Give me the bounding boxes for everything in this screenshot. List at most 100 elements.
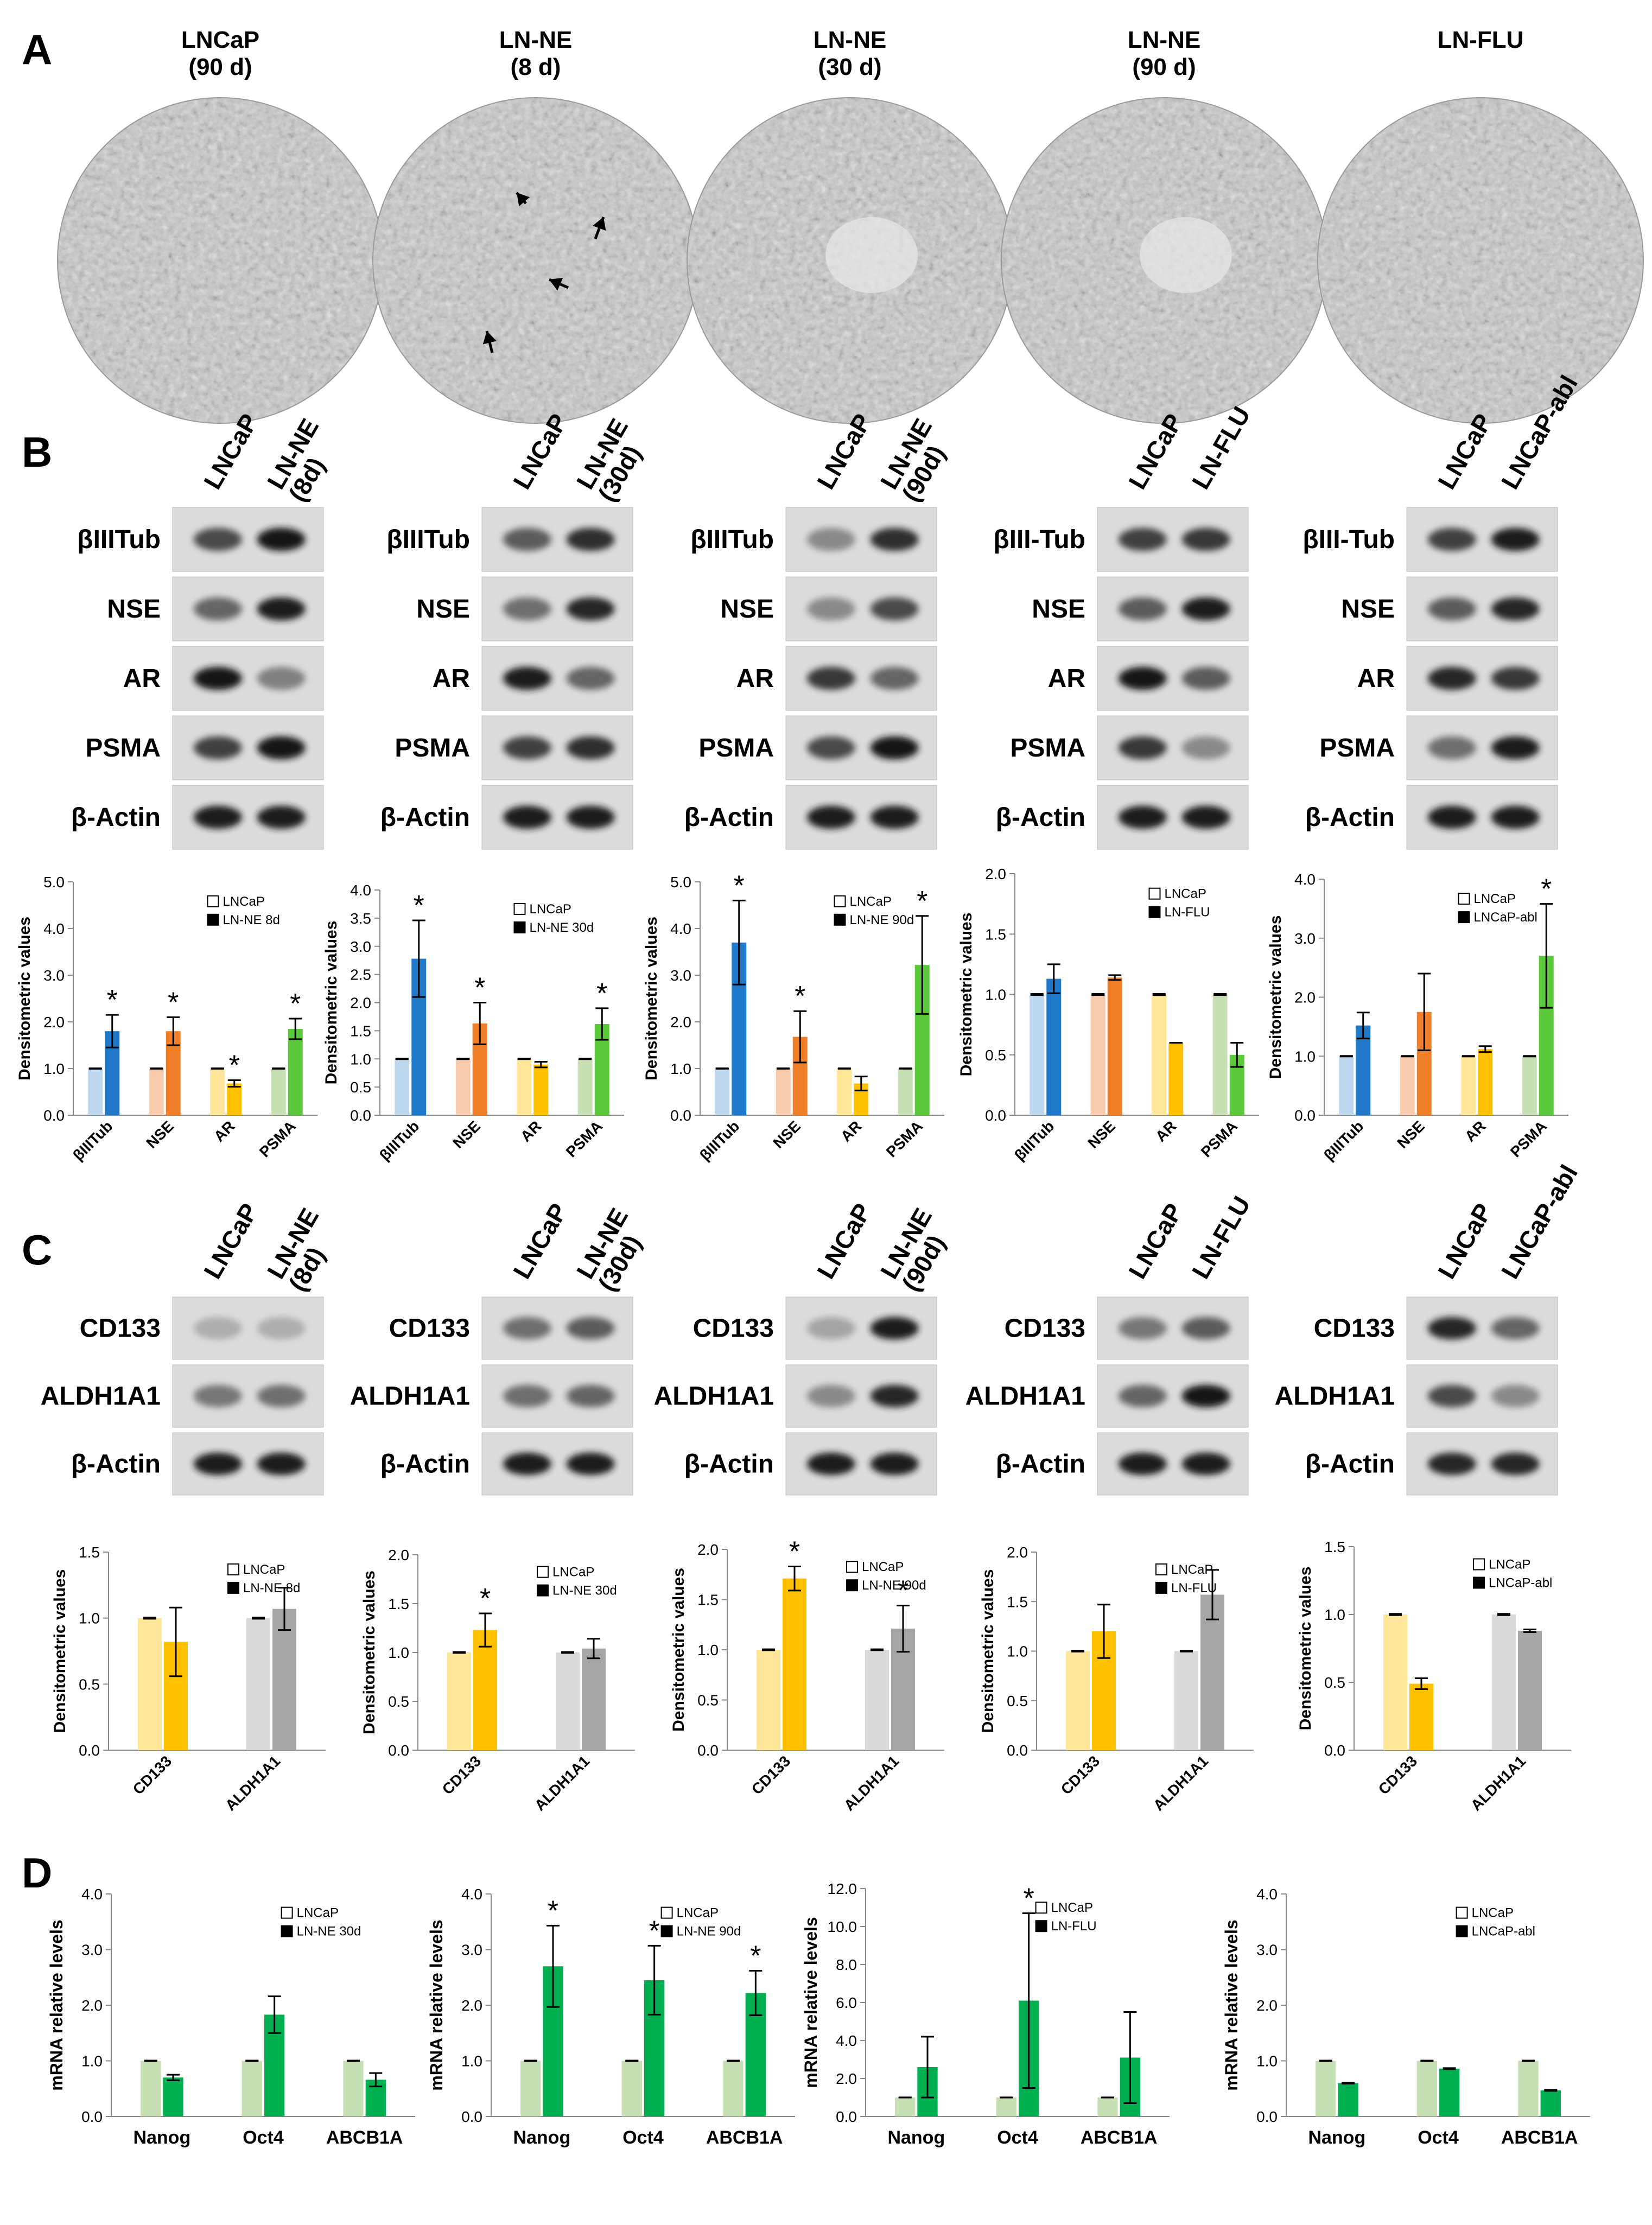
x-tick-label: PSMA: [1198, 1117, 1241, 1160]
legend-swatch: [1456, 1925, 1468, 1937]
significance-star: *: [734, 870, 745, 901]
significance-star: *: [480, 1583, 491, 1614]
significance-star: *: [750, 1940, 761, 1972]
x-tick-label: βIIITub: [1011, 1117, 1057, 1164]
bar: [473, 1630, 497, 1750]
y-tick-label: 2.0: [836, 2070, 857, 2087]
panel-letter-b: B: [22, 428, 52, 476]
chart-b4: 0.0 0.5 1.0 1.5 2.0 Densitometric values βIIIT…: [957, 866, 1259, 1164]
blot-band: [193, 527, 242, 551]
blot-band: [1118, 1384, 1167, 1408]
legend-swatch: [1458, 911, 1470, 924]
lane-label: LN-FLU: [1186, 1191, 1256, 1283]
y-tick-label: 3.5: [350, 910, 371, 927]
y-tick-label: 2.0: [388, 1547, 409, 1563]
bar: [1540, 2090, 1561, 2116]
legend-label: LN-NE 90d: [850, 913, 914, 927]
legend-label: LNCaP: [243, 1562, 285, 1577]
x-tick-label: βIIITub: [376, 1117, 422, 1164]
blot-band: [806, 1384, 855, 1408]
blot-band: [870, 666, 919, 690]
blot-band: [503, 736, 551, 760]
band-label: ALDH1A1: [654, 1382, 774, 1411]
y-tick-label: 2.5: [350, 967, 371, 983]
y-axis-title: mRNA relative levels: [427, 1919, 446, 2090]
bar: [210, 1069, 225, 1115]
blot-band: [566, 805, 615, 829]
y-tick-label: 0.0: [1324, 1742, 1345, 1759]
legend-label: LNCaP: [223, 894, 265, 909]
legend-swatch: [537, 1584, 549, 1597]
blot-band: [566, 597, 615, 621]
x-tick-label: Oct4: [997, 2127, 1038, 2148]
x-tick-label: Oct4: [1418, 2127, 1459, 2148]
blot-band: [257, 1452, 306, 1476]
chart-c3: 0.0 0.5 1.0 1.5 2.0 Densitometric values * CD13…: [670, 1536, 944, 1814]
blot-band: [257, 666, 306, 690]
micrograph-title: LN-FLU: [1438, 27, 1524, 53]
significance-star: *: [548, 1895, 558, 1927]
chart-b3: 0.0 1.0 2.0 3.0 4.0 5.0 Densitometric values * β…: [643, 870, 944, 1164]
blot-band: [257, 1384, 306, 1408]
arrow-head: [517, 193, 530, 207]
y-tick-label: 2.0: [1294, 989, 1316, 1006]
lane-label-line: LNCaP-abl: [1496, 1160, 1583, 1283]
bar: [1522, 1056, 1537, 1115]
x-tick-label: Oct4: [622, 2127, 664, 2148]
panel-letter-a: A: [22, 26, 52, 73]
y-tick-label: 2.0: [350, 995, 371, 1012]
micrograph-subtitle: (8 d): [511, 54, 561, 80]
y-tick-label: 1.0: [79, 1610, 100, 1627]
legend-swatch: [281, 1925, 293, 1937]
bar: [837, 1069, 852, 1115]
legend-label: LNCaP: [1165, 887, 1206, 901]
legend-swatch: [207, 895, 219, 907]
x-tick-label: ALDH1A1: [1467, 1752, 1529, 1814]
significance-star: *: [596, 978, 607, 1009]
significance-star: *: [789, 1536, 800, 1567]
blot-band: [1118, 1452, 1167, 1476]
band-label: β-Actin: [996, 1450, 1085, 1479]
blot-band: [193, 736, 242, 760]
significance-star: *: [917, 886, 927, 917]
bar: [1478, 1049, 1493, 1115]
y-axis-title: mRNA relative levels: [801, 1917, 821, 2088]
y-tick-label: 2.0: [461, 1997, 482, 2014]
blot-band: [503, 805, 551, 829]
legend-swatch: [227, 1563, 239, 1575]
legend-swatch: [1458, 893, 1470, 905]
blot-band: [1118, 597, 1167, 621]
blot-band: [193, 1452, 242, 1476]
blot-band: [806, 805, 855, 829]
y-tick-label: 3.0: [81, 1942, 103, 1959]
band-label: βIIITub: [77, 525, 161, 554]
blot-band: [1181, 527, 1230, 551]
band-label: NSE: [1032, 595, 1085, 624]
x-tick-label: NSE: [1394, 1117, 1428, 1152]
micrograph-subtitle: (90 d): [188, 54, 252, 80]
x-tick-label: ABCB1A: [1081, 2127, 1158, 2148]
blot-band: [1491, 1452, 1540, 1476]
y-tick-label: 4.0: [836, 2032, 857, 2049]
lane-label: LN-NE(8d): [262, 1203, 346, 1296]
legend-label: LNCaP-abl: [1474, 910, 1537, 925]
bar: [621, 2061, 642, 2116]
chart-c4: 0.0 0.5 1.0 1.5 2.0 Densitometric values CD133…: [979, 1544, 1254, 1814]
x-tick-label: ABCB1A: [706, 2127, 783, 2148]
legend-swatch: [1473, 1576, 1485, 1589]
band-label: NSE: [107, 595, 161, 624]
arrow-head: [482, 331, 497, 345]
band-label: PSMA: [85, 734, 161, 762]
y-axis-title: Densitometric values: [1297, 1567, 1314, 1731]
bar: [88, 1069, 103, 1115]
significance-star: *: [229, 1050, 240, 1082]
blot-band: [806, 1317, 855, 1340]
y-tick-label: 0.0: [1294, 1107, 1316, 1124]
y-axis-title: Densitometric values: [322, 921, 340, 1085]
blot-band: [1427, 805, 1476, 829]
blot-band: [566, 1384, 615, 1408]
band-label: β-Actin: [684, 1450, 774, 1479]
y-tick-label: 1.0: [1007, 1643, 1028, 1660]
legend-swatch: [1035, 1920, 1047, 1932]
bar: [1439, 2068, 1460, 2116]
